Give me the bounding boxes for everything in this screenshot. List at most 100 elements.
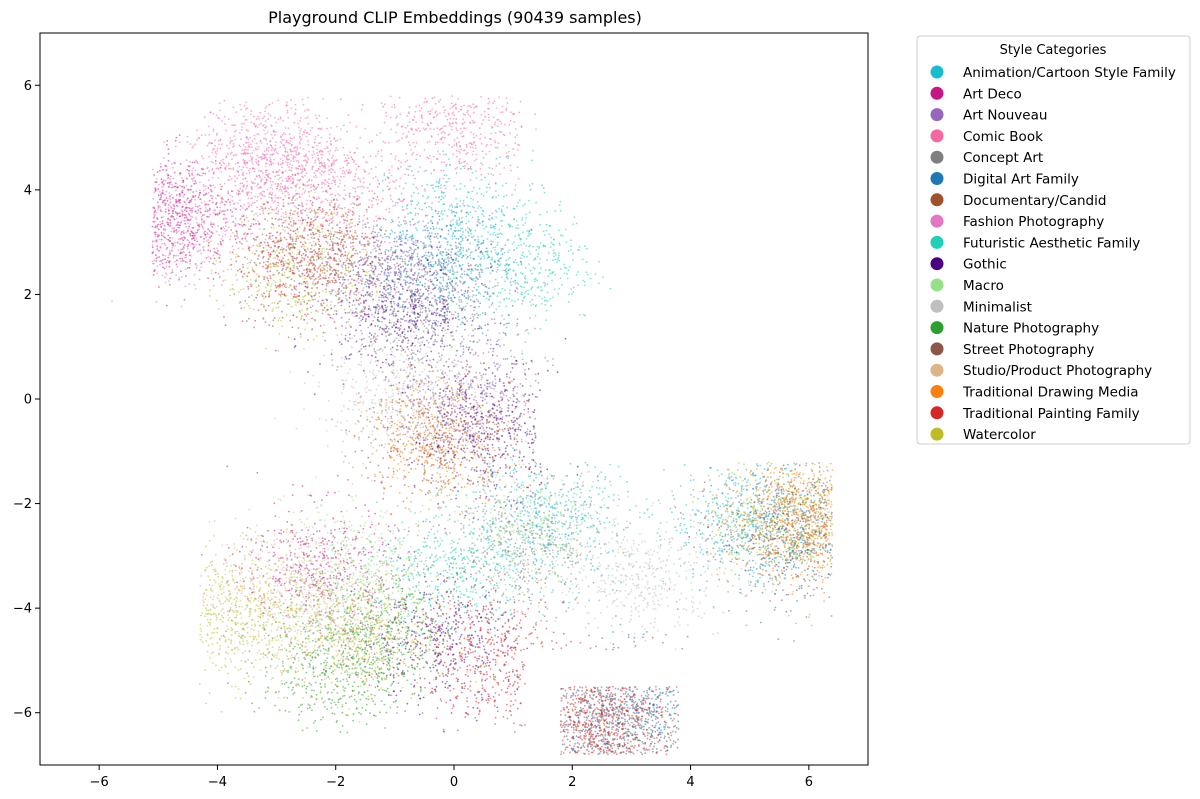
scatter-point (499, 121, 501, 123)
scatter-point (494, 100, 496, 102)
scatter-point (418, 279, 420, 281)
scatter-point (333, 314, 335, 316)
scatter-point (162, 254, 164, 256)
scatter-point (409, 237, 411, 239)
scatter-point (335, 147, 337, 149)
scatter-point (432, 257, 434, 259)
scatter-point (235, 261, 237, 263)
scatter-point (284, 133, 286, 135)
scatter-point (452, 224, 454, 226)
scatter-point (720, 517, 722, 519)
scatter-point (475, 400, 477, 402)
scatter-point (362, 290, 364, 292)
scatter-point (498, 514, 500, 516)
scatter-point (378, 253, 380, 255)
scatter-point (453, 114, 455, 116)
scatter-point (529, 599, 531, 601)
scatter-point (480, 207, 482, 209)
scatter-point (558, 533, 560, 535)
scatter-point (307, 132, 309, 134)
scatter-point (473, 187, 475, 189)
scatter-point (695, 514, 697, 516)
scatter-point (497, 368, 499, 370)
scatter-point (453, 405, 455, 407)
scatter-point (439, 356, 441, 358)
scatter-point (539, 568, 541, 570)
scatter-point (210, 112, 212, 114)
scatter-point (334, 492, 336, 494)
scatter-point (195, 195, 197, 197)
scatter-point (288, 166, 290, 168)
scatter-point (186, 219, 188, 221)
scatter-point (460, 276, 462, 278)
scatter-point (363, 187, 365, 189)
scatter-point (404, 263, 406, 265)
scatter-point (477, 317, 479, 319)
scatter-point (421, 401, 423, 403)
scatter-point (557, 257, 559, 259)
scatter-point (390, 289, 392, 291)
scatter-point (340, 98, 342, 100)
scatter-point (488, 119, 490, 121)
scatter-point (482, 253, 484, 255)
scatter-point (491, 213, 493, 215)
scatter-point (529, 543, 531, 545)
scatter-point (210, 231, 212, 233)
scatter-point (372, 228, 374, 230)
scatter-point (540, 579, 542, 581)
scatter-point (354, 225, 356, 227)
scatter-point (182, 180, 184, 182)
scatter-point (474, 239, 476, 241)
scatter-point (494, 509, 496, 511)
scatter-point (448, 113, 450, 115)
scatter-point (405, 236, 407, 238)
scatter-point (234, 180, 236, 182)
scatter-point (379, 560, 381, 562)
scatter-point (703, 495, 705, 497)
scatter-point (338, 274, 340, 276)
scatter-point (525, 378, 527, 380)
scatter-point (512, 469, 514, 471)
scatter-point (514, 386, 516, 388)
scatter-point (246, 173, 248, 175)
scatter-point (273, 576, 275, 578)
scatter-point (156, 217, 158, 219)
scatter-point (476, 106, 478, 108)
scatter-point (401, 240, 403, 242)
scatter-point (430, 128, 432, 130)
scatter-point (260, 181, 262, 183)
scatter-point (248, 191, 250, 193)
scatter-point (384, 241, 386, 243)
scatter-point (202, 214, 204, 216)
scatter-point (299, 133, 301, 135)
scatter-point (747, 507, 749, 509)
scatter-point (381, 149, 383, 151)
scatter-point (464, 114, 466, 116)
scatter-point (544, 615, 546, 617)
scatter-point (266, 546, 268, 548)
scatter-point (506, 572, 508, 574)
scatter-point (227, 209, 229, 211)
scatter-point (442, 501, 444, 503)
scatter-point (478, 219, 480, 221)
scatter-point (216, 202, 218, 204)
scatter-point (313, 209, 315, 211)
scatter-point (201, 202, 203, 204)
scatter-point (456, 129, 458, 131)
scatter-point (249, 172, 251, 174)
scatter-point (528, 463, 530, 465)
scatter-point (508, 151, 510, 153)
scatter-point (460, 168, 462, 170)
scatter-point (242, 546, 244, 548)
scatter-point (376, 275, 378, 277)
scatter-point (374, 247, 376, 249)
scatter-point (392, 180, 394, 182)
scatter-point (191, 198, 193, 200)
scatter-point (680, 485, 682, 487)
scatter-point (393, 308, 395, 310)
scatter-point (240, 205, 242, 207)
scatter-point (325, 198, 327, 200)
scatter-point (256, 185, 258, 187)
scatter-point (354, 547, 356, 549)
scatter-point (517, 318, 519, 320)
